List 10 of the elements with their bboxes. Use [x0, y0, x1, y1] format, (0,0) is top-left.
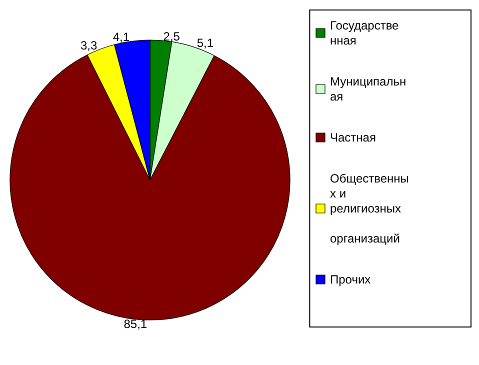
category-label: Общественных и религиозных организаций	[330, 172, 409, 246]
data-label: 2,5	[163, 29, 180, 44]
data-label: 5,1	[196, 36, 214, 50]
legend-label: Частная	[330, 130, 376, 144]
legend-label: Муниципальная	[330, 74, 406, 104]
data-label: 85,1	[124, 316, 148, 331]
legend-label: Государственная	[330, 18, 400, 48]
data-label: 4,1	[112, 30, 130, 44]
data-label: 3,3	[80, 38, 98, 52]
legend-label: Прочих	[330, 272, 371, 286]
